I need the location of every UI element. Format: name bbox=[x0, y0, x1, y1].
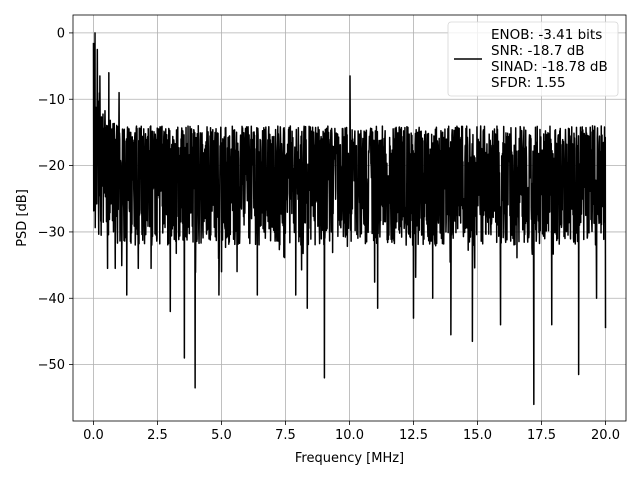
x-tick-label: 10.0 bbox=[335, 428, 364, 443]
y-tick-label: −40 bbox=[38, 292, 65, 307]
legend-line-sinad: SINAD: -18.78 dB bbox=[491, 59, 608, 75]
legend-line-sfdr: SFDR: 1.55 bbox=[491, 75, 566, 91]
x-axis-label: Frequency [MHz] bbox=[295, 451, 404, 466]
plot-area bbox=[92, 32, 607, 406]
legend-line-snr: SNR: -18.7 dB bbox=[491, 43, 585, 59]
x-tick-label: 7.5 bbox=[275, 428, 296, 443]
x-axis: 0.0 2.5 5.0 7.5 10.0 12.5 15.0 17.5 20.0 bbox=[83, 421, 620, 443]
x-tick-label: 17.5 bbox=[527, 428, 556, 443]
y-tick-label: −20 bbox=[38, 159, 65, 174]
legend-line-enob: ENOB: -3.41 bits bbox=[491, 27, 602, 43]
x-tick-label: 20.0 bbox=[591, 428, 620, 443]
y-tick-label: −50 bbox=[38, 358, 65, 373]
x-tick-label: 5.0 bbox=[211, 428, 232, 443]
y-axis: 0 −10 −20 −30 −40 −50 bbox=[38, 26, 73, 373]
x-tick-label: 2.5 bbox=[147, 428, 168, 443]
y-tick-label: −30 bbox=[38, 225, 65, 240]
x-tick-label: 0.0 bbox=[83, 428, 104, 443]
legend: ENOB: -3.41 bits SNR: -18.7 dB SINAD: -1… bbox=[447, 21, 619, 97]
legend-box bbox=[447, 21, 619, 97]
x-tick-label: 15.0 bbox=[463, 428, 492, 443]
x-tick-label: 12.5 bbox=[399, 428, 428, 443]
y-tick-label: 0 bbox=[57, 26, 65, 41]
y-axis-label: PSD [dB] bbox=[15, 189, 30, 247]
series-line-psd bbox=[92, 32, 607, 406]
y-tick-label: −10 bbox=[38, 93, 65, 108]
